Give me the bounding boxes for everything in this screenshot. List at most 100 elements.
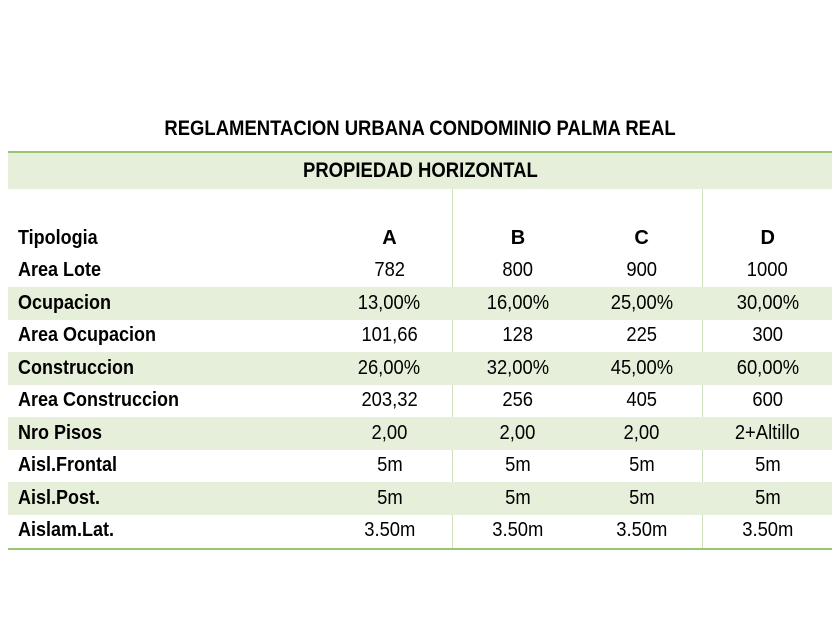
- header-cell-c: C: [634, 226, 649, 249]
- cell-value: 5m: [628, 454, 655, 477]
- cell-value: 45,00%: [610, 356, 673, 379]
- value-cell: 16,00%: [456, 287, 580, 320]
- value-cell: 13,00%: [322, 287, 457, 320]
- value-cell: 3.50m: [580, 515, 704, 548]
- row-label-cell: Aisl.Post.: [8, 482, 323, 515]
- value-cell: 5m: [456, 450, 580, 483]
- table-row: Aisl.Frontal 5m 5m 5m 5m: [8, 450, 832, 483]
- row-label-cell: Ocupacion: [8, 287, 323, 320]
- value-cell: 300: [703, 320, 832, 353]
- cell-value: 30,00%: [736, 291, 799, 314]
- cell-value: 203,32: [361, 389, 418, 412]
- value-cell: 600: [703, 385, 832, 418]
- table-row: Ocupacion 13,00% 16,00% 25,00% 30,00%: [8, 287, 832, 320]
- cell-value: 3.50m: [492, 519, 544, 542]
- table-subtitle: PROPIEDAD HORIZONTAL: [302, 159, 538, 182]
- page-title: REGLAMENTACION URBANA CONDOMINIO PALMA R…: [164, 117, 676, 140]
- cell-value: 3.50m: [742, 519, 794, 542]
- cell-value: 5m: [376, 486, 403, 509]
- cell-value: 101,66: [361, 324, 418, 347]
- row-label-cell: Aislam.Lat.: [8, 515, 323, 548]
- row-label-cell: Area Ocupacion: [8, 320, 323, 353]
- value-cell: 32,00%: [456, 352, 580, 385]
- table-row: Nro Pisos 2,00 2,00 2,00 2+Altillo: [8, 417, 832, 450]
- cell-value: 2,00: [371, 421, 408, 444]
- value-cell: 5m: [322, 482, 457, 515]
- value-cell: 5m: [703, 482, 832, 515]
- cell-value: 1000: [747, 259, 789, 282]
- value-cell: 2,00: [322, 417, 457, 450]
- cell-value: 225: [626, 324, 657, 347]
- value-cell: 60,00%: [703, 352, 832, 385]
- cell-value: 900: [626, 259, 657, 282]
- cell-value: 300: [752, 324, 784, 347]
- cell-value: 2,00: [500, 421, 536, 444]
- value-cell: 3.50m: [456, 515, 580, 548]
- value-cell: 2,00: [456, 417, 580, 450]
- value-cell: 203,32: [323, 385, 456, 418]
- table-row: Area Ocupacion 101,66 128 225 300: [8, 320, 832, 353]
- cell-value: 5m: [505, 454, 531, 477]
- row-label-cell: Construccion: [8, 352, 323, 385]
- value-cell: 5m: [703, 450, 832, 483]
- cell-value: 800: [502, 259, 534, 282]
- regulation-table: Tipologia A B C D Area Lote 782 800 900 1000…: [8, 222, 832, 547]
- value-cell: 782: [323, 255, 456, 288]
- cell-value: 16,00%: [486, 291, 550, 314]
- row-label-cell: Area Construccion: [8, 385, 323, 418]
- value-cell: 25,00%: [579, 287, 704, 320]
- table-row: Construccion 26,00% 32,00% 45,00% 60,00%: [8, 352, 832, 385]
- cell-value: 782: [374, 259, 405, 282]
- cell-value: 25,00%: [610, 291, 673, 314]
- value-cell: 45,00%: [579, 352, 704, 385]
- value-cell: 2+Altillo: [703, 417, 832, 450]
- header-label-cell: Tipologia: [8, 222, 323, 255]
- value-cell: 3.50m: [703, 515, 832, 548]
- table-row: Aisl.Post. 5m 5m 5m 5m: [8, 482, 832, 515]
- cell-value: 60,00%: [736, 356, 799, 379]
- value-cell: 5m: [456, 482, 580, 515]
- cell-value: 2,00: [623, 421, 660, 444]
- header-cell-a: A: [382, 226, 397, 249]
- cell-value: 5m: [754, 486, 781, 509]
- row-label-cell: Area Lote: [8, 255, 323, 288]
- value-cell: 1000: [703, 255, 832, 288]
- value-cell: 128: [456, 320, 580, 353]
- row-label: Area Lote: [18, 259, 102, 282]
- cell-value: 13,00%: [358, 291, 421, 314]
- cell-value: 2+Altillo: [735, 421, 801, 444]
- cell-value: 5m: [505, 486, 531, 509]
- row-label: Construccion: [18, 356, 135, 379]
- value-cell: 101,66: [323, 320, 456, 353]
- cell-value: 3.50m: [615, 519, 668, 542]
- value-cell: 26,00%: [322, 352, 457, 385]
- value-cell: 256: [456, 385, 580, 418]
- top-rule: [8, 151, 832, 153]
- subtitle-band: PROPIEDAD HORIZONTAL: [8, 153, 832, 189]
- table-row: Aislam.Lat. 3.50m 3.50m 3.50m 3.50m: [8, 515, 832, 548]
- row-label: Area Ocupacion: [18, 324, 157, 347]
- row-label-cell: Nro Pisos: [8, 417, 323, 450]
- cell-value: 32,00%: [486, 356, 550, 379]
- value-cell: 5m: [580, 450, 704, 483]
- value-cell: 405: [580, 385, 704, 418]
- table-header-row: Tipologia A B C D: [8, 222, 832, 255]
- row-label: Area Construccion: [18, 389, 180, 412]
- header-label: Tipologia: [18, 226, 98, 249]
- cell-value: 5m: [754, 454, 781, 477]
- table-row: Area Construccion 203,32 256 405 600: [8, 385, 832, 418]
- cell-value: 26,00%: [358, 356, 421, 379]
- table-row: Area Lote 782 800 900 1000: [8, 255, 832, 288]
- value-cell: 5m: [323, 450, 456, 483]
- value-cell: 5m: [579, 482, 704, 515]
- header-cell-b: B: [510, 226, 526, 249]
- row-label: Aislam.Lat.: [18, 519, 115, 542]
- cell-value: 600: [752, 389, 784, 412]
- row-label-cell: Aisl.Frontal: [8, 450, 323, 483]
- cell-value: 3.50m: [363, 519, 415, 542]
- bottom-rule: [8, 548, 832, 550]
- row-label: Nro Pisos: [18, 421, 103, 444]
- value-cell: 225: [580, 320, 704, 353]
- cell-value: 405: [626, 389, 657, 412]
- row-label: Ocupacion: [18, 291, 112, 314]
